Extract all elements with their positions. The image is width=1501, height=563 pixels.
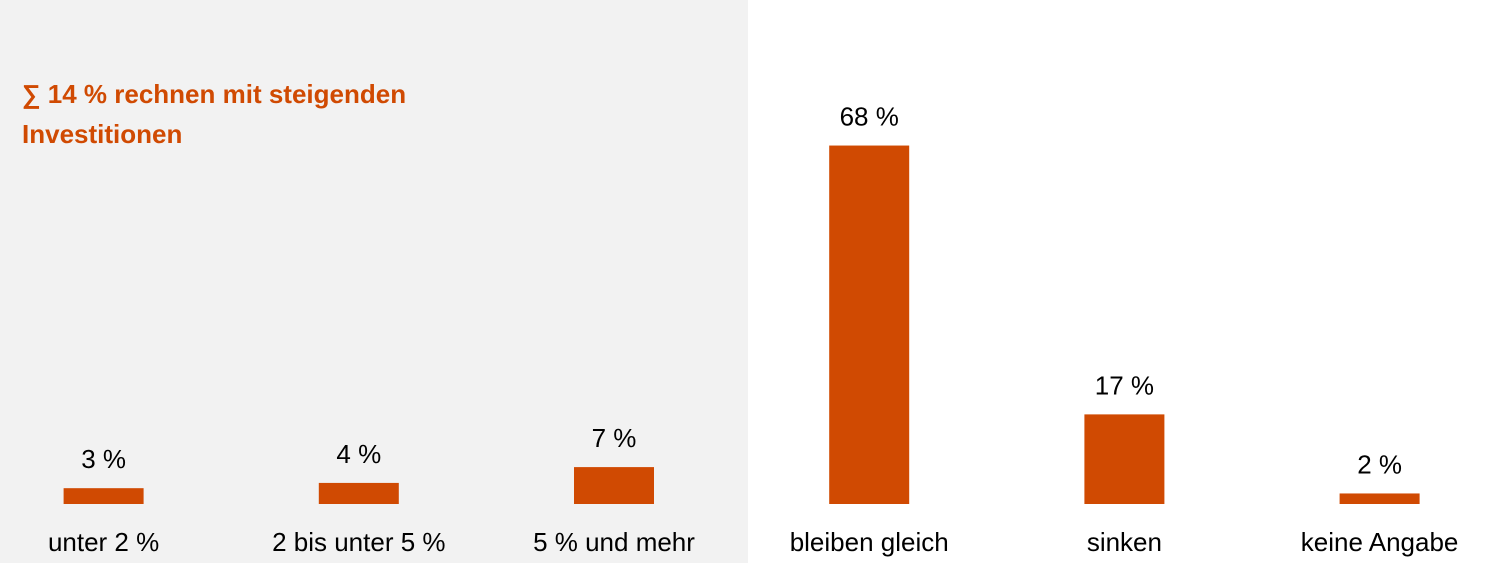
bar [1339, 493, 1420, 504]
value-label: 2 % [1357, 449, 1402, 479]
value-label: 7 % [592, 423, 637, 453]
value-label: 3 % [81, 444, 126, 474]
x-tick-label: 5 % und mehr [533, 527, 695, 557]
x-tick-label: keine Angabe [1301, 527, 1459, 557]
value-label: 68 % [840, 101, 899, 131]
x-tick-label: unter 2 % [48, 527, 159, 557]
x-tick-label: 2 bis unter 5 % [272, 527, 445, 557]
bar [1084, 414, 1165, 504]
annotation: ∑ 14 % rechnen mit steigenden Investitio… [22, 79, 407, 149]
bar [318, 482, 399, 504]
x-tick-label: sinken [1087, 527, 1162, 557]
bar [63, 488, 144, 504]
bar [574, 467, 654, 504]
value-label: 17 % [1095, 370, 1154, 400]
bar [829, 145, 910, 505]
value-label: 4 % [336, 439, 381, 469]
x-tick-label: bleiben gleich [790, 527, 949, 557]
